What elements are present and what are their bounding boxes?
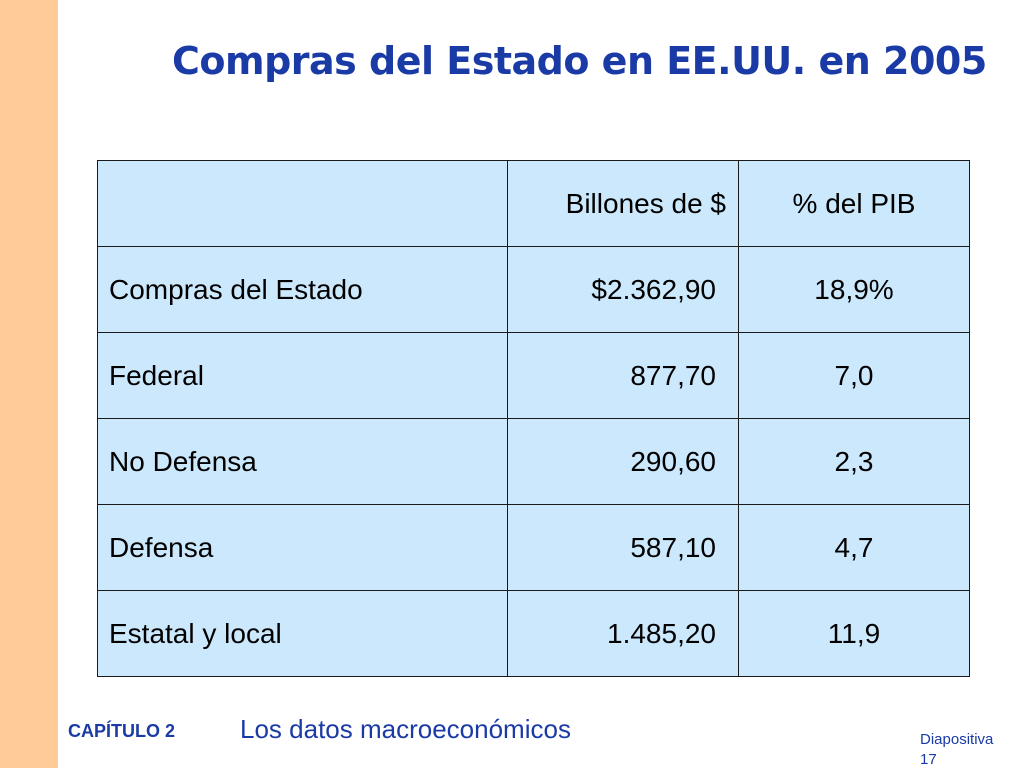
row-billions: 877,70 <box>507 332 739 419</box>
table-row: Federal 877,70 7,0 <box>97 332 970 419</box>
row-label: Compras del Estado <box>97 246 508 333</box>
row-label: Federal <box>97 332 508 419</box>
row-gdp-percent: 2,3 <box>738 418 970 505</box>
table-row: Defensa 587,10 4,7 <box>97 504 970 591</box>
table-row: Compras del Estado $2.362,90 18,9% <box>97 246 970 333</box>
table-row: Estatal y local 1.485,20 11,9 <box>97 590 970 677</box>
slide-number: 17 <box>920 751 937 768</box>
header-cell-gdp-percent: % del PIB <box>738 160 970 247</box>
row-label: Estatal y local <box>97 590 508 677</box>
table-header-row: Billones de $ % del PIB <box>97 160 970 247</box>
slide-title: Compras del Estado en EE.UU. en 2005 <box>172 39 987 83</box>
row-gdp-percent: 7,0 <box>738 332 970 419</box>
header-cell-billions: Billones de $ <box>507 160 739 247</box>
row-billions: 1.485,20 <box>507 590 739 677</box>
side-accent-band <box>0 0 58 768</box>
row-billions: $2.362,90 <box>507 246 739 333</box>
row-gdp-percent: 18,9% <box>738 246 970 333</box>
header-cell-empty <box>97 160 508 247</box>
row-billions: 290,60 <box>507 418 739 505</box>
footer-chapter: CAPÍTULO 2 <box>68 721 176 741</box>
table-row: No Defensa 290,60 2,3 <box>97 418 970 505</box>
slide-label-text: Diapositiva <box>920 731 994 748</box>
footer-topic: Los datos macroeconómicos <box>240 714 571 744</box>
slide-number-label: Diapositiva 17 <box>920 730 993 770</box>
row-gdp-percent: 4,7 <box>738 504 970 591</box>
row-label: Defensa <box>97 504 508 591</box>
row-billions: 587,10 <box>507 504 739 591</box>
government-purchases-table: Billones de $ % del PIB Compras del Esta… <box>97 160 970 677</box>
row-label: No Defensa <box>97 418 508 505</box>
row-gdp-percent: 11,9 <box>738 590 970 677</box>
